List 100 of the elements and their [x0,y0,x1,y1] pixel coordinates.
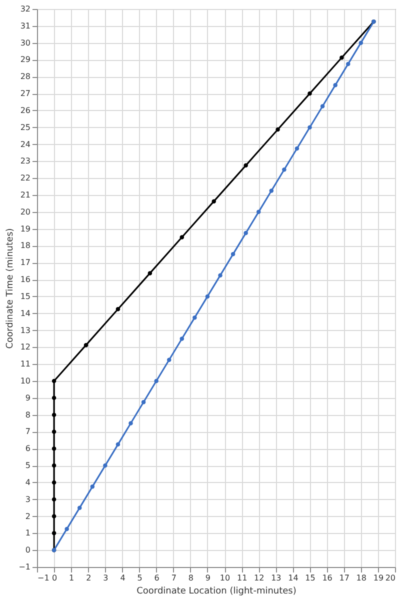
x-tick-label: 18 [356,574,366,582]
x-tick-label: 7 [171,574,176,582]
point [192,315,197,320]
y-tick-label: 22 [20,174,30,183]
point [218,273,222,278]
y-tick-label: 12 [20,342,30,352]
y-tick-label: 10 [20,376,30,386]
x-tick-label: 20 [385,574,396,582]
y-tick-label: 29 [20,55,30,64]
x-tick-label: 14 [288,574,298,582]
x-axis-title: Coordinate Location (light-minutes) [136,586,296,596]
y-tick-label: 23 [20,156,30,166]
y-tick-label: 0 [25,546,30,555]
y-tick-label: 27 [20,89,30,98]
point [346,62,350,66]
x-tick-label: 1 [69,574,74,582]
x-tick-label: 19 [373,574,384,582]
point [230,252,236,256]
point [52,378,56,384]
point [294,146,300,151]
point [84,342,88,348]
x-tick-label: 3 [103,574,108,582]
point [103,463,108,468]
point [308,91,312,96]
y-tick-label: 19 [20,224,30,234]
point [244,230,248,236]
x-tick-label: 17 [339,574,350,582]
point [52,463,56,468]
y-tick-label: 28 [20,72,30,82]
point [282,168,286,172]
point [52,514,56,518]
y-tick-label: 20 [20,207,30,216]
point [52,396,56,400]
y-tick-label: 25 [20,122,30,132]
point [244,163,248,168]
y-tick-label: 1 [25,528,30,538]
x-tick-label: 11 [236,574,248,582]
y-tick-label: 32 [20,4,30,14]
y-tick-label: 9 [25,393,30,402]
y-tick-label: −1 [18,562,30,572]
x-tick-label: 4 [120,574,126,582]
x-tick-label: 8 [188,574,194,582]
point [276,127,280,132]
point [52,412,56,417]
point [180,235,184,240]
point [320,104,325,108]
point [116,307,120,312]
y-tick-label: 2 [25,512,30,521]
y-tick-label: 18 [20,241,30,250]
y-tick-label: 16 [20,275,30,284]
point [52,430,56,434]
point [52,497,56,502]
point [52,446,56,451]
x-tick-label: 5 [137,574,142,582]
point [52,531,56,536]
point [128,421,133,426]
x-tick-label: 15 [305,574,316,582]
y-tick-label: 11 [20,360,30,369]
point [358,40,364,45]
x-tick-label: 0 [52,574,58,582]
x-tick-label: 10 [220,574,230,582]
point [212,199,216,204]
x-tick-label: −1 [38,574,50,582]
x-tick-label: 13 [271,574,282,582]
point [167,358,172,362]
y-tick-label: 7 [25,427,30,436]
point [205,294,210,299]
point [180,336,184,341]
y-tick-label: 30 [20,38,30,48]
y-tick-label: 24 [20,140,30,149]
y-tick-label: 21 [20,190,30,200]
point [90,484,95,489]
y-axis-title: Coordinate Time (minutes) [6,228,16,349]
point [256,210,261,214]
point [333,82,338,88]
x-tick-label: 9 [205,574,211,582]
x-tick-label: 2 [86,574,92,582]
y-tick-label: 31 [20,21,30,30]
point [116,442,120,447]
y-tick-label: 14 [20,308,30,318]
point [64,526,69,532]
y-tick-label: 5 [25,461,30,470]
y-tick-label: 13 [20,326,30,335]
y-tick-label: 17 [20,258,30,268]
point [340,55,344,60]
point [148,271,152,276]
y-tick-label: 4 [25,478,30,487]
y-tick-label: 8 [25,410,30,420]
y-tick-label: 6 [25,444,30,454]
point [308,125,312,130]
point [78,506,82,510]
y-tick-label: 3 [25,494,30,504]
y-tick-label: 15 [20,292,30,301]
x-tick-label: 6 [154,574,160,582]
x-tick-label: 16 [322,574,332,582]
x-tick-label: 12 [254,574,264,582]
point [52,480,56,485]
point [154,378,158,384]
point [269,188,274,193]
point [141,400,146,404]
